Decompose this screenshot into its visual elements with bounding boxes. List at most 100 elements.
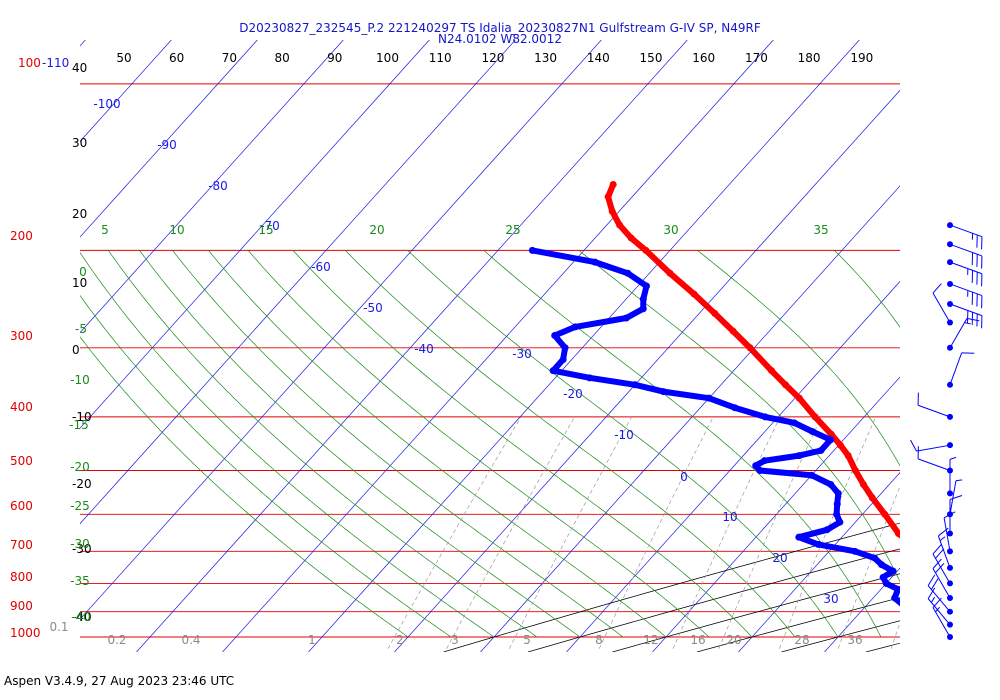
wind-barb-staff: [949, 352, 963, 385]
temperature-trace-point: [616, 221, 624, 229]
temperature-trace-point: [666, 269, 674, 277]
wind-barb-staff: [949, 303, 983, 317]
dewpoint-trace-point: [756, 466, 764, 474]
wind-barb: [917, 446, 953, 474]
mixing-ratio-label: 16: [690, 633, 705, 647]
isotherm-label: 0: [680, 470, 688, 484]
wind-barb-feather: [935, 563, 945, 574]
wind-barb-staff: [916, 444, 951, 452]
top-axis-tick-label: 160: [692, 51, 715, 65]
pressure-tick-label: -110: [42, 56, 69, 70]
temperature-trace-point: [746, 344, 754, 352]
dewpoint-trace-point: [761, 413, 769, 421]
pressure-tick-label: 600: [10, 499, 33, 513]
temperature-trace-point: [962, 627, 969, 634]
height-tick-label: -20: [72, 477, 92, 491]
dewpoint-trace-point: [814, 540, 822, 548]
moist-adiabat-label: -20: [70, 460, 90, 474]
mixing-ratio-label: 3: [451, 633, 459, 647]
moist-adiabat-label: -10: [70, 373, 90, 387]
height-tick-label: 20: [72, 207, 87, 221]
height-tick-label: 0: [72, 343, 80, 357]
wind-barb: [947, 479, 963, 518]
dewpoint-trace-point: [834, 489, 842, 497]
wind-barb-staff: [949, 480, 957, 515]
temperature-trace-point: [811, 413, 819, 421]
dewpoint-trace-point: [938, 634, 945, 641]
isotherm-label: -60: [311, 260, 331, 274]
dewpoint-trace-point: [899, 603, 900, 607]
software-version-footer: Aspen V3.4.9, 27 Aug 2023 23:46 UTC: [4, 674, 235, 688]
height-tick-label: -30: [72, 542, 92, 556]
isotherm-label: -90: [157, 138, 177, 152]
mixing-ratio-line: [387, 416, 522, 649]
wind-barb: [932, 544, 953, 587]
mixing-ratio-label: 28: [794, 633, 809, 647]
moist-adiabat-label: 35: [813, 223, 828, 237]
temperature-trace-point: [642, 246, 650, 254]
mixing-ratio-label: 2: [396, 633, 404, 647]
moist-adiabat-label: 20: [369, 223, 384, 237]
mixing-ratio-line: [961, 417, 1000, 649]
wind-barb-half-feather: [939, 536, 946, 542]
wind-barb-staff: [932, 607, 951, 638]
dewpoint-trace-point: [760, 457, 768, 465]
moist-adiabat-line: [345, 250, 796, 638]
dewpoint-trace-point: [795, 452, 803, 460]
mixing-ratio-label: 0.2: [107, 633, 126, 647]
wind-barb-feather: [930, 578, 939, 590]
dewpoint-trace-point: [795, 533, 803, 541]
dewpoint-trace-point: [808, 471, 816, 479]
top-axis-tick-label: 100: [376, 51, 399, 65]
height-tick-label: 30: [72, 136, 87, 150]
isotherm-line: [80, 40, 344, 334]
pressure-tick-label: 500: [10, 454, 33, 468]
dewpoint-trace-point: [909, 608, 916, 615]
top-axis-tick-label: 170: [745, 51, 768, 65]
dewpoint-trace-point: [833, 500, 841, 508]
temperature-trace-point: [894, 530, 900, 538]
dewpoint-trace-point: [752, 462, 760, 470]
moist-adiabat-label: -15: [69, 418, 89, 432]
temperature-trace-point: [954, 608, 961, 615]
isotherm-line: [394, 89, 900, 652]
mixing-ratio-label: 5: [523, 633, 531, 647]
moist-adiabat-label: 25: [505, 223, 520, 237]
moist-adiabat-line: [834, 250, 900, 328]
temperature-trace-point: [711, 309, 719, 317]
isotherm-label: -80: [208, 179, 228, 193]
dewpoint-trace-point: [631, 381, 639, 389]
dewpoint-trace-point: [823, 526, 831, 534]
isotherm-label: 20: [772, 551, 787, 565]
wind-barb-feather: [932, 544, 942, 555]
moist-adiabat-line: [80, 294, 452, 638]
moist-adiabat-line: [108, 250, 538, 638]
temperature-trace-point: [960, 621, 967, 628]
isotherm-label: -70: [260, 219, 280, 233]
pressure-tick-label: 100: [18, 56, 41, 70]
mixing-ratio-label: 0.4: [181, 633, 200, 647]
moist-adiabat-line: [962, 250, 1000, 637]
moist-adiabat-line: [80, 336, 409, 638]
wind-barb-half-feather: [955, 479, 963, 482]
dewpoint-trace-point: [659, 388, 667, 396]
isotherm-line: [308, 40, 860, 652]
dewpoint-trace-point: [827, 480, 835, 488]
mixing-ratio-line: [779, 416, 877, 649]
wind-barb: [932, 597, 953, 640]
isotherm-line: [80, 40, 516, 525]
isotherm-line: [136, 40, 688, 652]
wind-barb-feather: [910, 439, 917, 452]
moist-adiabat-line: [80, 251, 495, 638]
wind-barb-staff: [917, 404, 951, 418]
wind-barb-half-feather: [949, 456, 957, 460]
wind-barb-feather: [935, 548, 945, 559]
dewpoint-trace-point: [808, 427, 816, 435]
mixing-ratio-label: 1: [308, 633, 316, 647]
moist-adiabat-label: 10: [169, 223, 184, 237]
wind-barb-staff: [937, 535, 951, 569]
wind-barb-staff: [917, 458, 951, 471]
dry-adiabat-line: [612, 573, 900, 652]
wind-barb-staff: [949, 243, 983, 257]
mixing-ratio-line: [672, 416, 781, 649]
